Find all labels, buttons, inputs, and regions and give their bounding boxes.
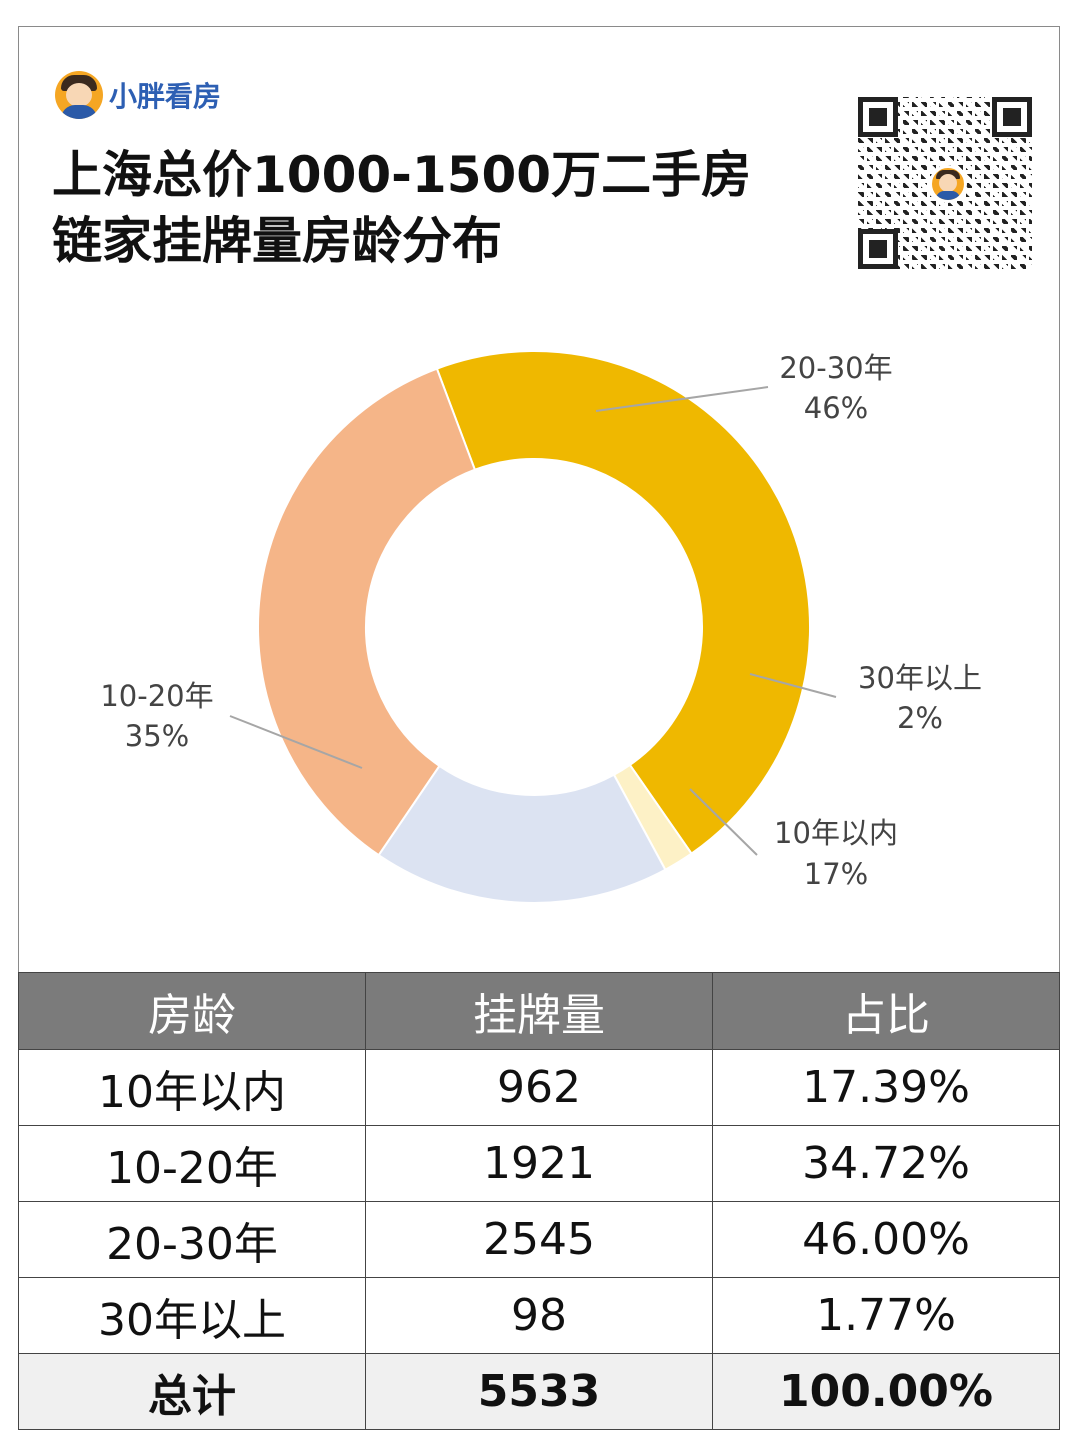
table-cell: 962 (365, 1049, 713, 1126)
total-share: 100.00% (712, 1353, 1060, 1430)
table-total-row: 总计 5533 100.00% (18, 1353, 1060, 1430)
donut-slice (435, 350, 811, 856)
header-age: 房龄 (18, 972, 366, 1050)
table-cell: 98 (365, 1277, 713, 1354)
table-cell: 2545 (365, 1201, 713, 1278)
donut-chart: 20-30年 46% 30年以上 2% 10年以内 17% 10-20年 35% (100, 350, 982, 905)
total-count: 5533 (365, 1353, 713, 1430)
title-line-2: 链家挂牌量房龄分布 (52, 212, 502, 270)
slice-percent: 2% (897, 701, 943, 735)
table-cell: 34.72% (712, 1125, 1060, 1202)
table-cell: 30年以上 (18, 1277, 366, 1354)
leader-line (229, 715, 363, 769)
leader-line (595, 386, 769, 412)
table-cell: 17.39% (712, 1049, 1060, 1126)
slice-label: 30年以上 (858, 661, 982, 695)
table-cell: 1.77% (712, 1277, 1060, 1354)
table-header-row: 房龄 挂牌量 占比 (18, 972, 1060, 1050)
qr-code-icon (858, 97, 1032, 269)
donut-slice (257, 367, 477, 857)
data-table: 房龄 挂牌量 占比 10年以内 962 17.39% 10-20年 1921 3… (18, 972, 1060, 1430)
table-cell: 20-30年 (18, 1201, 366, 1278)
title-line-1: 上海总价1000-1500万二手房 (52, 146, 752, 204)
header-count: 挂牌量 (365, 972, 713, 1050)
table-cell: 10-20年 (18, 1125, 366, 1202)
table-cell: 1921 (365, 1125, 713, 1202)
leader-line (689, 788, 758, 856)
slice-percent: 46% (804, 391, 868, 425)
total-label: 总计 (18, 1353, 366, 1430)
qr-avatar (929, 165, 967, 203)
brand-name: 小胖看房 (109, 80, 222, 113)
page-title: 上海总价1000-1500万二手房 链家挂牌量房龄分布 (52, 142, 751, 274)
slice-percent: 35% (125, 719, 189, 753)
header-share: 占比 (712, 972, 1060, 1050)
slice-label: 20-30年 (779, 351, 892, 385)
table-cell: 46.00% (712, 1201, 1060, 1278)
leader-line (749, 673, 837, 698)
slice-label: 10-20年 (100, 679, 213, 713)
brand-logo: 小胖看房 (55, 71, 221, 119)
table-row: 10-20年 1921 34.72% (18, 1125, 1060, 1202)
table-cell: 10年以内 (18, 1049, 366, 1126)
slice-percent: 17% (804, 857, 868, 891)
table-row: 30年以上 98 1.77% (18, 1277, 1060, 1354)
table-row: 20-30年 2545 46.00% (18, 1201, 1060, 1278)
table-row: 10年以内 962 17.39% (18, 1049, 1060, 1126)
avatar (55, 71, 103, 119)
slice-label: 10年以内 (774, 816, 898, 850)
